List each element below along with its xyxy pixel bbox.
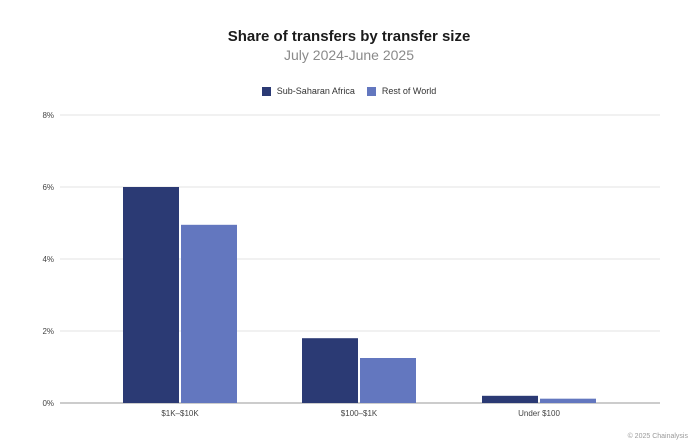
bar-rest-of-world-2[interactable] [540,398,596,403]
x-tick-label: $1K–$10K [161,409,199,418]
y-tick-label: 2% [42,327,54,336]
legend-item-rest-of-world[interactable]: Rest of World [366,86,437,96]
x-tick-label: $100–$1K [341,409,378,418]
legend-label-sub-saharan-africa: Sub-Saharan Africa [276,86,355,96]
y-tick-label: 4% [42,255,54,264]
y-tick-label: 6% [42,183,54,192]
bar-rest-of-world-0[interactable] [181,224,237,403]
bar-sub-saharan-africa-2[interactable] [482,395,538,403]
bar-sub-saharan-africa-1[interactable] [302,338,358,403]
legend-label-rest-of-world: Rest of World [381,86,437,96]
x-tick-label: Under $100 [518,409,560,418]
bar-sub-saharan-africa-0[interactable] [123,187,179,403]
bar-rest-of-world-1[interactable] [360,358,416,403]
chart-title: Share of transfers by transfer size [227,28,471,45]
chart-subtitle: July 2024-June 2025 [284,47,414,63]
legend-swatch-sub-saharan-africa [261,86,271,96]
y-tick-label: 0% [42,399,54,408]
legend-swatch-rest-of-world [366,86,376,96]
chart-legend: Sub-Saharan Africa Rest of World [0,86,698,96]
y-tick-label: 8% [42,111,54,120]
copyright-note: © 2025 Chainalysis [627,433,688,440]
legend-item-sub-saharan-africa[interactable]: Sub-Saharan Africa [261,86,355,96]
